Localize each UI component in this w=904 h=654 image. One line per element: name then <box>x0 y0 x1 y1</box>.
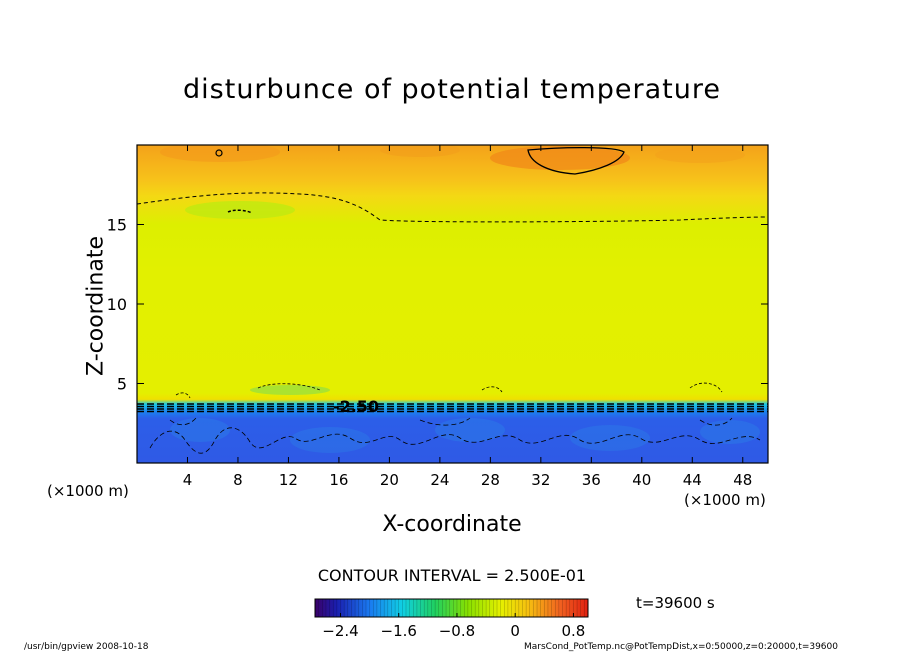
y-axis-title: Z-coordinate <box>83 236 109 376</box>
footer-program-date: /usr/bin/gpview 2008-10-18 <box>24 642 149 652</box>
footer-data-source: MarsCond_PotTemp.nc@PotTempDist,x=0:5000… <box>524 642 838 652</box>
y-tick-label: 5 <box>117 375 127 394</box>
x-axis-title: X-coordinate <box>382 512 522 537</box>
chart-title: disturbunce of potential temperature <box>183 74 721 105</box>
colorbar-levels <box>318 599 585 617</box>
x-tick-label: 44 <box>683 471 702 489</box>
x-axis-ticks: 4 8 12 16 20 24 28 32 36 40 44 48 <box>183 145 752 489</box>
y-axis-unit: (×1000 m) <box>47 482 129 500</box>
x-axis-unit: (×1000 m) <box>684 491 766 509</box>
colorbar-fill <box>315 599 588 617</box>
x-tick-label: 4 <box>183 471 193 489</box>
x-tick-label: 36 <box>582 471 601 489</box>
x-tick-label: 16 <box>329 471 348 489</box>
contour-upper-dashed <box>137 192 768 223</box>
x-tick-label: 32 <box>531 471 550 489</box>
time-label: t=39600 s <box>636 594 715 612</box>
contour-value-label: -2.50 <box>333 397 379 416</box>
inversion-contour-band <box>137 403 768 413</box>
colorbar-ticks: −2.4 −1.6 −0.8 0 0.8 <box>322 613 585 640</box>
y-tick-label: 15 <box>107 216 127 235</box>
colorbar-tick-label: −1.6 <box>381 622 417 640</box>
y-axis-ticks: 5 10 15 <box>107 216 768 394</box>
mid-layer-dashed-wisps <box>175 382 723 399</box>
x-tick-label: 40 <box>632 471 651 489</box>
contour-lines <box>137 146 768 454</box>
contour-warm-solid <box>527 146 625 175</box>
contour-interval-label: CONTOUR INTERVAL = 2.500E-01 <box>317 566 587 585</box>
colorbar-tick-label: −2.4 <box>322 622 358 640</box>
x-tick-label: 24 <box>430 471 449 489</box>
colorbar-tick-label: −0.8 <box>439 622 475 640</box>
x-tick-label: 12 <box>279 471 298 489</box>
field-texture <box>160 145 760 453</box>
field-fill <box>137 145 768 463</box>
colorbar-tick-label: 0.8 <box>562 622 586 640</box>
x-tick-label: 48 <box>733 471 752 489</box>
x-tick-label: 20 <box>380 471 399 489</box>
y-tick-label: 10 <box>107 295 127 314</box>
colorbar-tick-label: 0 <box>510 622 520 640</box>
contour-small-solid <box>215 149 223 157</box>
x-tick-label: 8 <box>233 471 243 489</box>
contour-small-dashed <box>227 209 253 214</box>
cold-layer-dashed-contours <box>149 417 761 454</box>
x-tick-label: 28 <box>481 471 500 489</box>
colorbar: −2.4 −1.6 −0.8 0 0.8 <box>314 598 589 640</box>
colorbar-frame <box>314 598 589 618</box>
